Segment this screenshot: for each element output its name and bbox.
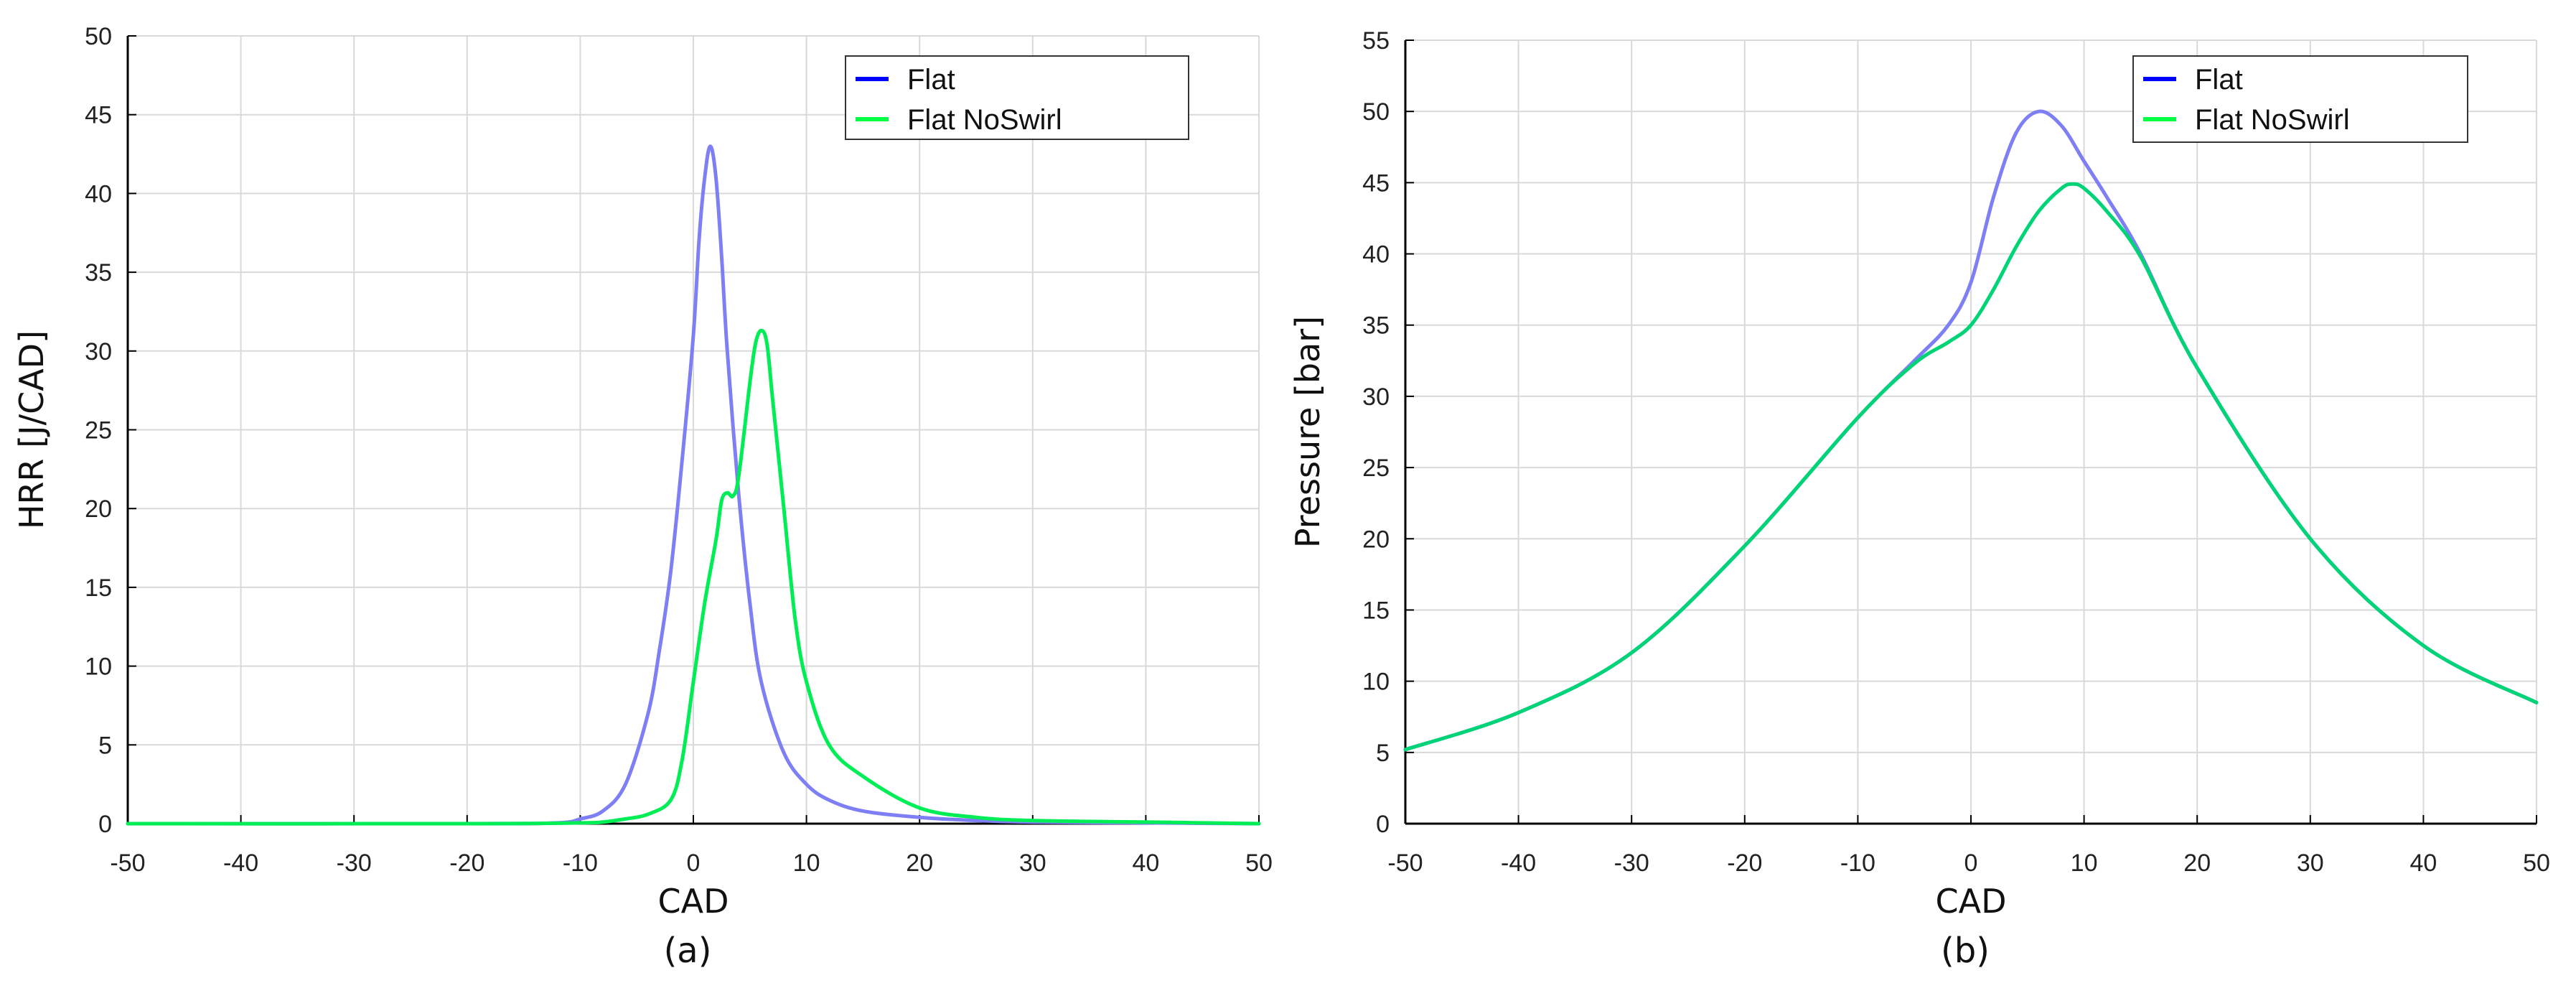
y-tick-label: 20 <box>85 495 112 523</box>
chart-panel-b: -50 -40 -30 -20 -10 0 10 20 30 40 50 0 5 10 15 20 25 30 35… <box>1288 27 2550 971</box>
chart-panel-a: -50 -40 -30 -20 -10 0 10 20 30 40 50 0 5 10 15 20 25 30 35… <box>12 23 1273 971</box>
y-tick-label: 25 <box>85 417 112 445</box>
x-tick-label: -20 <box>449 850 484 877</box>
x-tick-label: 40 <box>1132 850 1159 877</box>
legend-label: Flat <box>907 64 955 96</box>
y-tick-label: 35 <box>1362 312 1390 340</box>
legend-box <box>2132 55 2468 143</box>
x-tick-label: 30 <box>2297 850 2324 877</box>
x-tick-label: -20 <box>1727 850 1762 877</box>
y-tick-label: 20 <box>1362 526 1390 553</box>
x-tick-label: -30 <box>337 850 372 877</box>
x-tick-label: 30 <box>1019 850 1046 877</box>
legend-label: Flat NoSwirl <box>907 104 1062 136</box>
series-line-flat-noswirl <box>1403 182 2539 752</box>
legend: Flat Flat NoSwirl <box>845 55 1189 140</box>
y-tick-label: 45 <box>85 102 112 129</box>
x-tick-label: -40 <box>1501 850 1536 877</box>
x-axis-label: CAD <box>657 882 729 921</box>
x-tick-label: -30 <box>1614 850 1649 877</box>
y-tick-label: 10 <box>85 653 112 681</box>
legend: Flat Flat NoSwirl <box>2132 55 2468 143</box>
x-tick-label: 40 <box>2409 850 2437 877</box>
y-tick-label: 50 <box>85 23 112 50</box>
y-tick-label: 50 <box>1362 98 1390 126</box>
x-tick-label: 20 <box>906 850 933 877</box>
series-line-flat-noswirl <box>126 328 1261 826</box>
y-tick-label: 30 <box>85 338 112 366</box>
x-axis-label: CAD <box>1935 882 2006 921</box>
x-tick-label: -10 <box>563 850 598 877</box>
panel-caption: (a) <box>664 931 712 971</box>
y-tick-label: 5 <box>98 732 112 759</box>
x-tick-label: 50 <box>2523 850 2550 877</box>
x-tick-label: -50 <box>110 850 145 877</box>
y-tick-label: 55 <box>1362 27 1390 55</box>
legend-label: Flat NoSwirl <box>2195 104 2350 136</box>
x-tick-label: 0 <box>687 850 701 877</box>
y-tick-label: 15 <box>1362 597 1390 624</box>
y-tick-label: 25 <box>1362 455 1390 482</box>
y-tick-label: 40 <box>1362 241 1390 269</box>
x-tick-label: -40 <box>223 850 258 877</box>
y-axis-label: Pressure [bar] <box>1288 316 1327 548</box>
y-tick-label: 45 <box>1362 169 1390 197</box>
series-line-flat <box>126 144 1261 826</box>
x-tick-label: -50 <box>1387 850 1423 877</box>
x-tick-label: 0 <box>1964 850 1978 877</box>
x-tick-label: -10 <box>1840 850 1875 877</box>
y-tick-label: 5 <box>1376 740 1390 767</box>
y-tick-label: 40 <box>85 180 112 208</box>
legend-box <box>845 55 1189 140</box>
x-tick-label: 10 <box>793 850 820 877</box>
y-tick-label: 0 <box>98 811 112 838</box>
y-tick-label: 30 <box>1362 383 1390 411</box>
y-tick-label: 35 <box>85 259 112 287</box>
y-tick-label: 15 <box>85 574 112 602</box>
legend-label: Flat <box>2195 64 2243 96</box>
y-axis-label: HRR [J/CAD] <box>12 330 51 529</box>
y-tick-label: 10 <box>1362 669 1390 696</box>
x-tick-label: 50 <box>1245 850 1273 877</box>
panel-caption: (b) <box>1941 931 1990 971</box>
y-tick-label: 0 <box>1376 811 1390 838</box>
x-tick-label: 10 <box>2071 850 2098 877</box>
x-tick-label: 20 <box>2183 850 2211 877</box>
